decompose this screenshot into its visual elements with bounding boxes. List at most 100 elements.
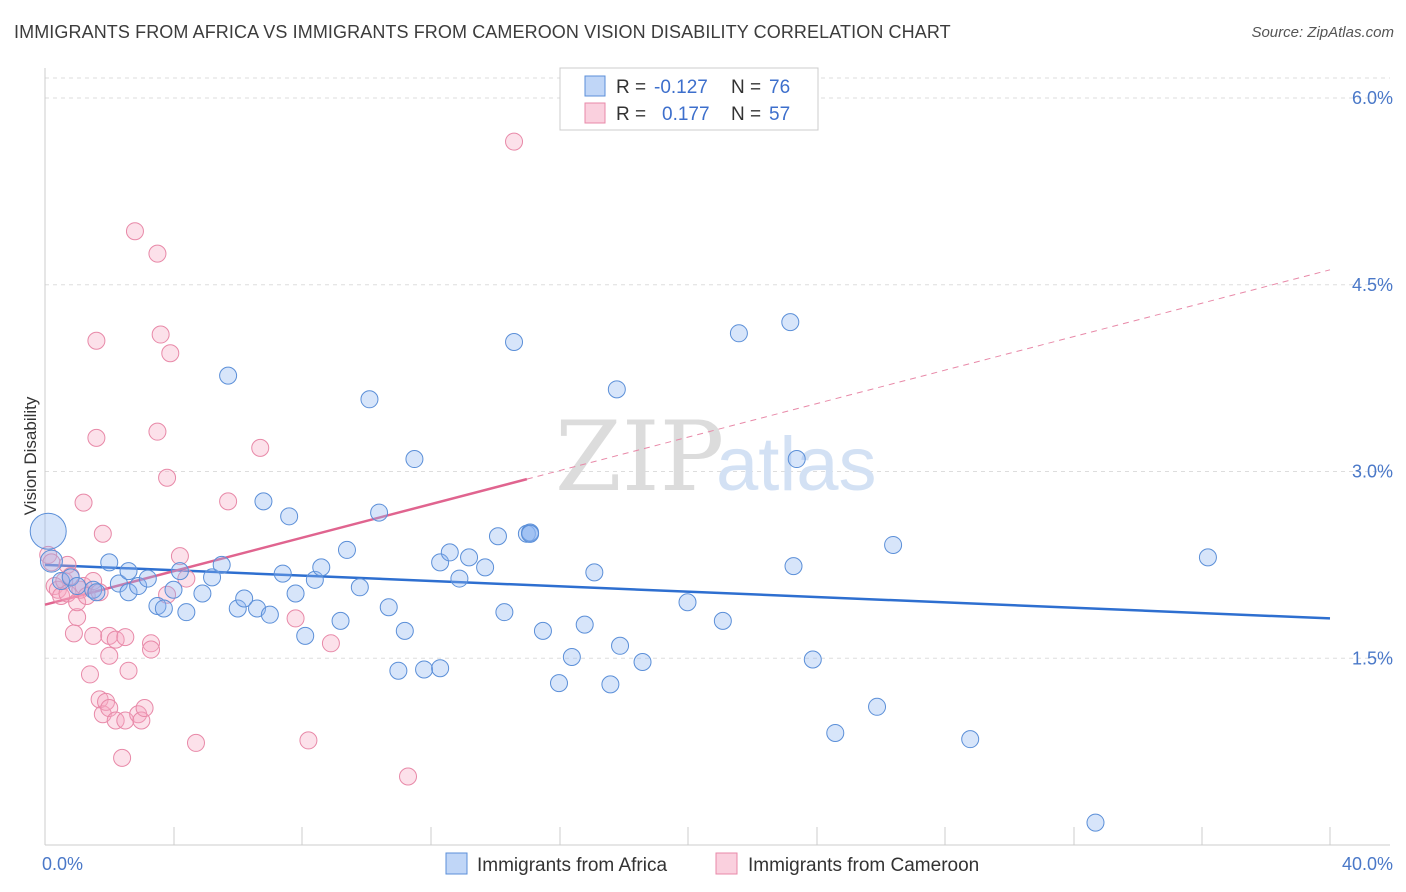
africa-point-29 [286, 584, 305, 603]
cameroon-point-44 [158, 468, 177, 487]
africa-point-57 [550, 674, 568, 693]
africa-point-46 [450, 569, 469, 588]
bottom-legend-swatch-cameroon [715, 852, 738, 875]
africa-point-68 [781, 313, 800, 332]
cameroon-point-54 [321, 634, 340, 653]
y-tick-label-1: 3.0% [1352, 462, 1393, 482]
africa-point-22 [228, 599, 247, 618]
africa-point-6 [100, 553, 119, 572]
axes [44, 68, 1390, 846]
africa-point-37 [370, 503, 389, 522]
africa-point-41 [405, 450, 424, 469]
cameroon-point-31 [113, 748, 132, 767]
africa-point-30 [296, 626, 315, 645]
africa-point-35 [350, 578, 369, 597]
legend-swatch-africa [584, 75, 606, 97]
africa-point-25 [254, 492, 273, 511]
africa-point-34 [337, 540, 356, 559]
africa-point-2 [52, 572, 71, 591]
grid-lines [45, 77, 1390, 659]
y-tick-label-3: 6.0% [1352, 88, 1393, 108]
cameroon-point-43 [151, 325, 170, 344]
tick-labels: 1.5% 3.0% 4.5% 6.0% 0.0% 40.0% [42, 88, 1393, 874]
africa-point-62 [607, 380, 626, 399]
correlation-legend: R = -0.127 N = 76 R = 0.177 N = 57 [559, 67, 819, 131]
cameroon-point-16 [80, 665, 99, 684]
trend-line-cameroon [44, 477, 528, 606]
africa-point-1 [39, 549, 63, 573]
africa-point-20 [212, 555, 231, 574]
watermark: ZIP atlas [555, 401, 877, 513]
africa-point-48 [476, 558, 495, 577]
trend-line-cameroon-extension [526, 269, 1331, 480]
cameroon-point-28 [100, 646, 119, 665]
africa-point-76 [1086, 813, 1105, 832]
africa-point-61 [601, 675, 620, 694]
cameroon-point-55 [399, 767, 418, 786]
cameroon-point-9 [64, 624, 83, 643]
africa-point-27 [273, 564, 292, 583]
watermark-atlas: atlas [716, 422, 877, 507]
y-tick-label-2: 4.5% [1352, 275, 1393, 295]
cameroon-point-23 [93, 524, 112, 543]
bottom-legend-label-cameroon: Immigrants from Cameroon [748, 855, 979, 876]
africa-point-67 [729, 324, 748, 343]
africa-point-33 [331, 611, 350, 630]
legend-n-label-cameroon: N = [731, 104, 761, 125]
africa-point-12 [138, 569, 157, 588]
legend-swatch-cameroon [584, 102, 606, 124]
africa-point-49 [488, 527, 507, 546]
africa-point-4 [68, 577, 87, 596]
africa-point-43 [431, 553, 450, 572]
africa-point-45 [440, 543, 459, 562]
africa-point-77 [1198, 548, 1217, 567]
africa-point-23 [235, 589, 254, 608]
africa-point-75 [961, 730, 980, 749]
cameroon-point-35 [125, 222, 144, 241]
cameroon-point-53 [299, 731, 318, 750]
cameroon-point-17 [84, 626, 103, 645]
cameroon-point-1 [42, 553, 61, 572]
africa-point-58 [562, 648, 581, 667]
africa-point-40 [395, 621, 414, 640]
africa-point-26 [260, 605, 279, 624]
bottom-legend-label-africa: Immigrants from Africa [477, 855, 667, 876]
africa-point-47 [460, 548, 479, 567]
africa-point-44 [431, 659, 450, 678]
africa-point-60 [585, 563, 604, 582]
africa-point-15 [164, 580, 183, 599]
cameroon-point-30 [106, 711, 125, 730]
legend-r-value-africa: -0.127 [654, 77, 708, 98]
cameroon-point-15 [74, 493, 93, 512]
x-tick-label-min: 0.0% [42, 854, 83, 874]
africa-point-38 [379, 598, 398, 617]
africa-point-74 [884, 535, 903, 554]
legend-n-value-cameroon: 57 [769, 104, 790, 125]
legend-n-label-africa: N = [731, 77, 761, 98]
africa-point-72 [826, 723, 845, 742]
africa-point-9 [119, 562, 138, 581]
cameroon-point-51 [251, 438, 270, 457]
africa-point-50 [495, 603, 514, 622]
africa-point-0 [29, 512, 67, 550]
cameroon-point-46 [161, 344, 180, 363]
bottom-legend-swatch-africa [445, 852, 468, 875]
africa-point-70 [787, 450, 806, 469]
cameroon-point-39 [142, 634, 161, 653]
africa-point-63 [611, 636, 630, 655]
africa-point-18 [193, 584, 212, 603]
africa-point-16 [177, 603, 196, 622]
africa-point-32 [312, 558, 331, 577]
africa-point-42 [415, 660, 434, 679]
africa-point-73 [868, 697, 887, 716]
africa-point-36 [360, 390, 379, 409]
cameroon-point-10 [68, 608, 87, 627]
africa-point-56 [533, 621, 552, 640]
africa-point-55 [521, 524, 540, 543]
cameroon-point-52 [286, 609, 305, 628]
cameroon-points [39, 132, 524, 786]
cameroon-point-33 [116, 628, 135, 647]
cameroon-point-50 [219, 492, 238, 511]
y-tick-label-0: 1.5% [1352, 648, 1393, 668]
cameroon-point-41 [148, 422, 167, 441]
